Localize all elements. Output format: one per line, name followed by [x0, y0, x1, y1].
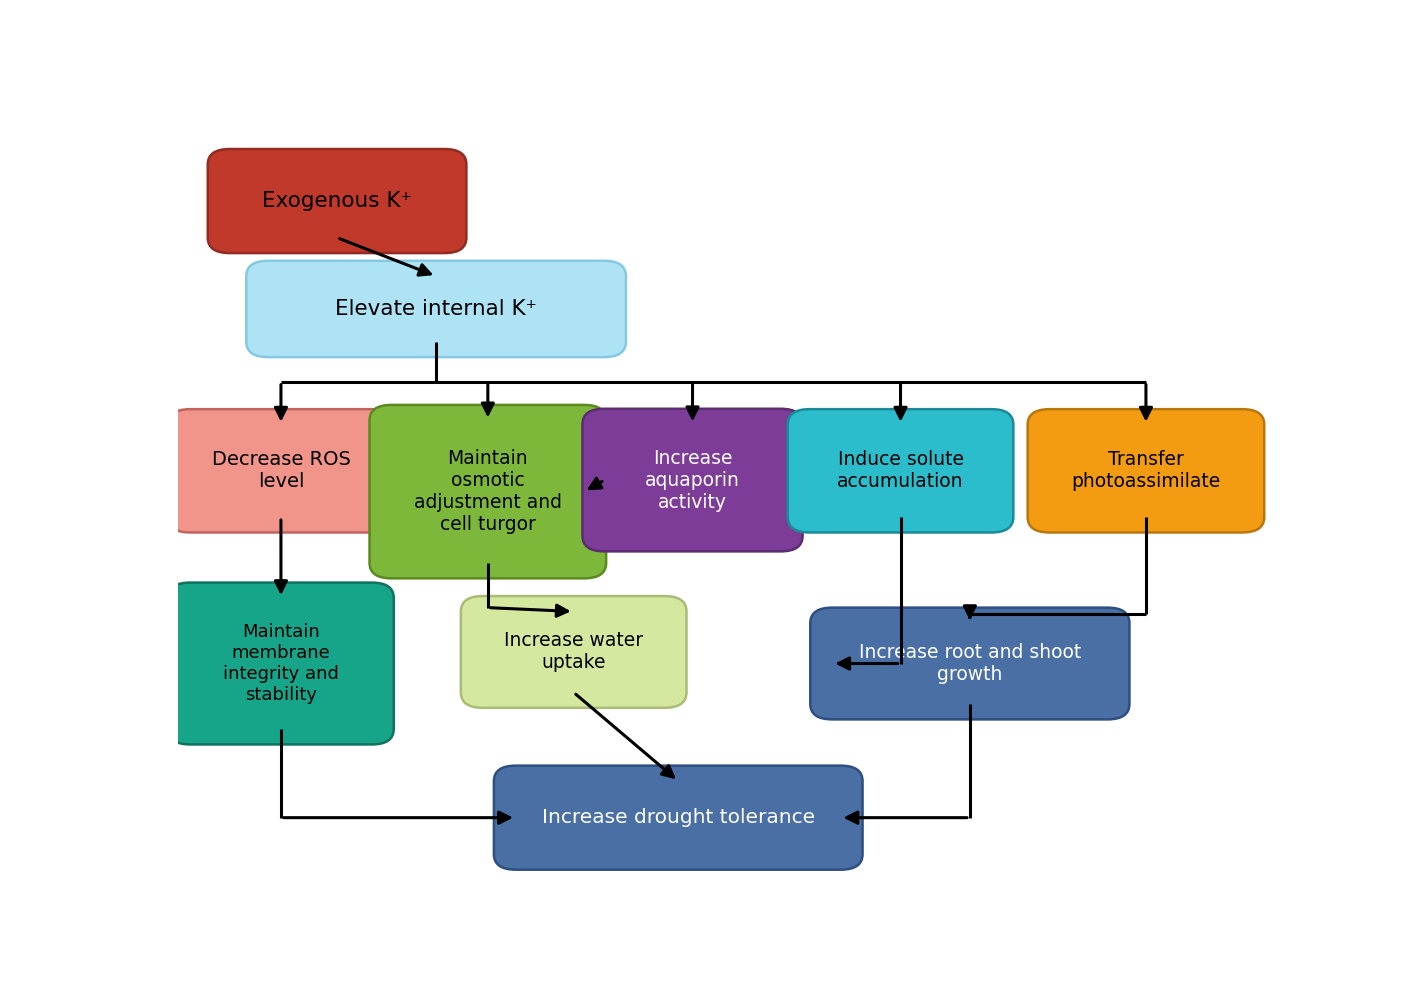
FancyBboxPatch shape — [168, 409, 393, 533]
FancyBboxPatch shape — [207, 149, 466, 253]
Text: Induce solute
accumulation: Induce solute accumulation — [838, 450, 964, 491]
Text: Maintain
osmotic
adjustment and
cell turgor: Maintain osmotic adjustment and cell tur… — [413, 449, 562, 535]
FancyBboxPatch shape — [246, 261, 626, 357]
Text: Increase
aquaporin
activity: Increase aquaporin activity — [645, 448, 740, 512]
Text: Increase root and shoot
growth: Increase root and shoot growth — [859, 643, 1081, 684]
FancyBboxPatch shape — [168, 583, 393, 745]
Text: Maintain
membrane
integrity and
stability: Maintain membrane integrity and stabilit… — [223, 624, 339, 704]
FancyBboxPatch shape — [462, 596, 686, 708]
FancyBboxPatch shape — [494, 766, 862, 870]
FancyBboxPatch shape — [811, 608, 1129, 720]
Text: Increase drought tolerance: Increase drought tolerance — [541, 808, 815, 827]
Text: Decrease ROS
level: Decrease ROS level — [212, 450, 351, 491]
FancyBboxPatch shape — [1028, 409, 1264, 533]
FancyBboxPatch shape — [582, 408, 802, 552]
FancyBboxPatch shape — [788, 409, 1014, 533]
FancyBboxPatch shape — [369, 405, 606, 579]
Text: Increase water
uptake: Increase water uptake — [504, 632, 643, 673]
Text: Elevate internal K⁺: Elevate internal K⁺ — [335, 299, 537, 319]
Text: Exogenous K⁺: Exogenous K⁺ — [263, 191, 412, 211]
Text: Transfer
photoassimilate: Transfer photoassimilate — [1071, 450, 1221, 491]
